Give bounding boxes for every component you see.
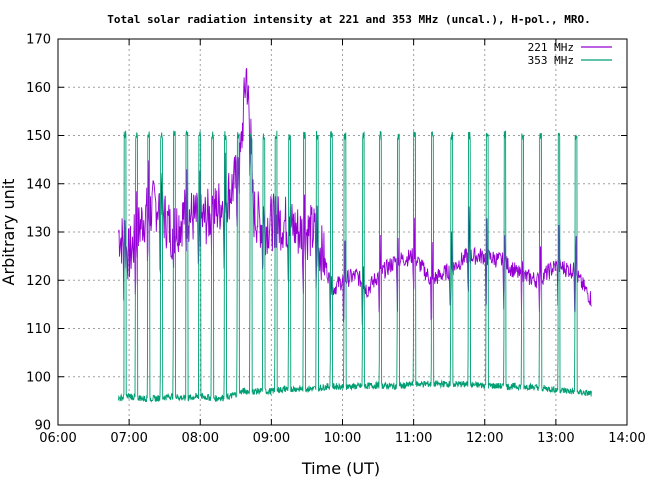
y-tick-label: 170 — [26, 33, 51, 48]
x-tick-label: 06:00 — [39, 431, 76, 446]
x-tick-label: 10:00 — [324, 431, 361, 446]
y-tick-label: 130 — [26, 226, 51, 241]
y-tick-label: 150 — [26, 129, 51, 144]
legend-label: 353 MHz — [528, 54, 574, 67]
y-tick-label: 120 — [26, 274, 51, 289]
x-tick-label: 07:00 — [110, 431, 147, 446]
axis-ticks: 06:00 07:00 08:00 09:00 10:00 11:00 12:00 13:00… — [26, 33, 646, 447]
legend-label: 221 MHz — [528, 41, 574, 54]
x-tick-label: 14:00 — [608, 431, 645, 446]
series-353mhz-line — [118, 129, 592, 403]
y-tick-label: 110 — [26, 322, 51, 337]
y-axis-label: Arbitrary unit — [0, 179, 18, 286]
x-tick-label: 13:00 — [537, 431, 574, 446]
series-221mhz-line — [118, 68, 592, 326]
chart-title: Total solar radiation intensity at 221 a… — [107, 13, 590, 26]
x-tick-label: 11:00 — [395, 431, 432, 446]
y-tick-label: 90 — [34, 419, 51, 434]
x-axis-label: Time (UT) — [301, 459, 380, 478]
y-tick-label: 140 — [26, 177, 51, 192]
y-tick-label: 160 — [26, 81, 51, 96]
y-tick-label: 100 — [26, 370, 51, 385]
x-tick-label: 08:00 — [182, 431, 219, 446]
series-layer — [118, 68, 592, 403]
x-tick-label: 12:00 — [466, 431, 503, 446]
x-tick-label: 09:00 — [253, 431, 290, 446]
